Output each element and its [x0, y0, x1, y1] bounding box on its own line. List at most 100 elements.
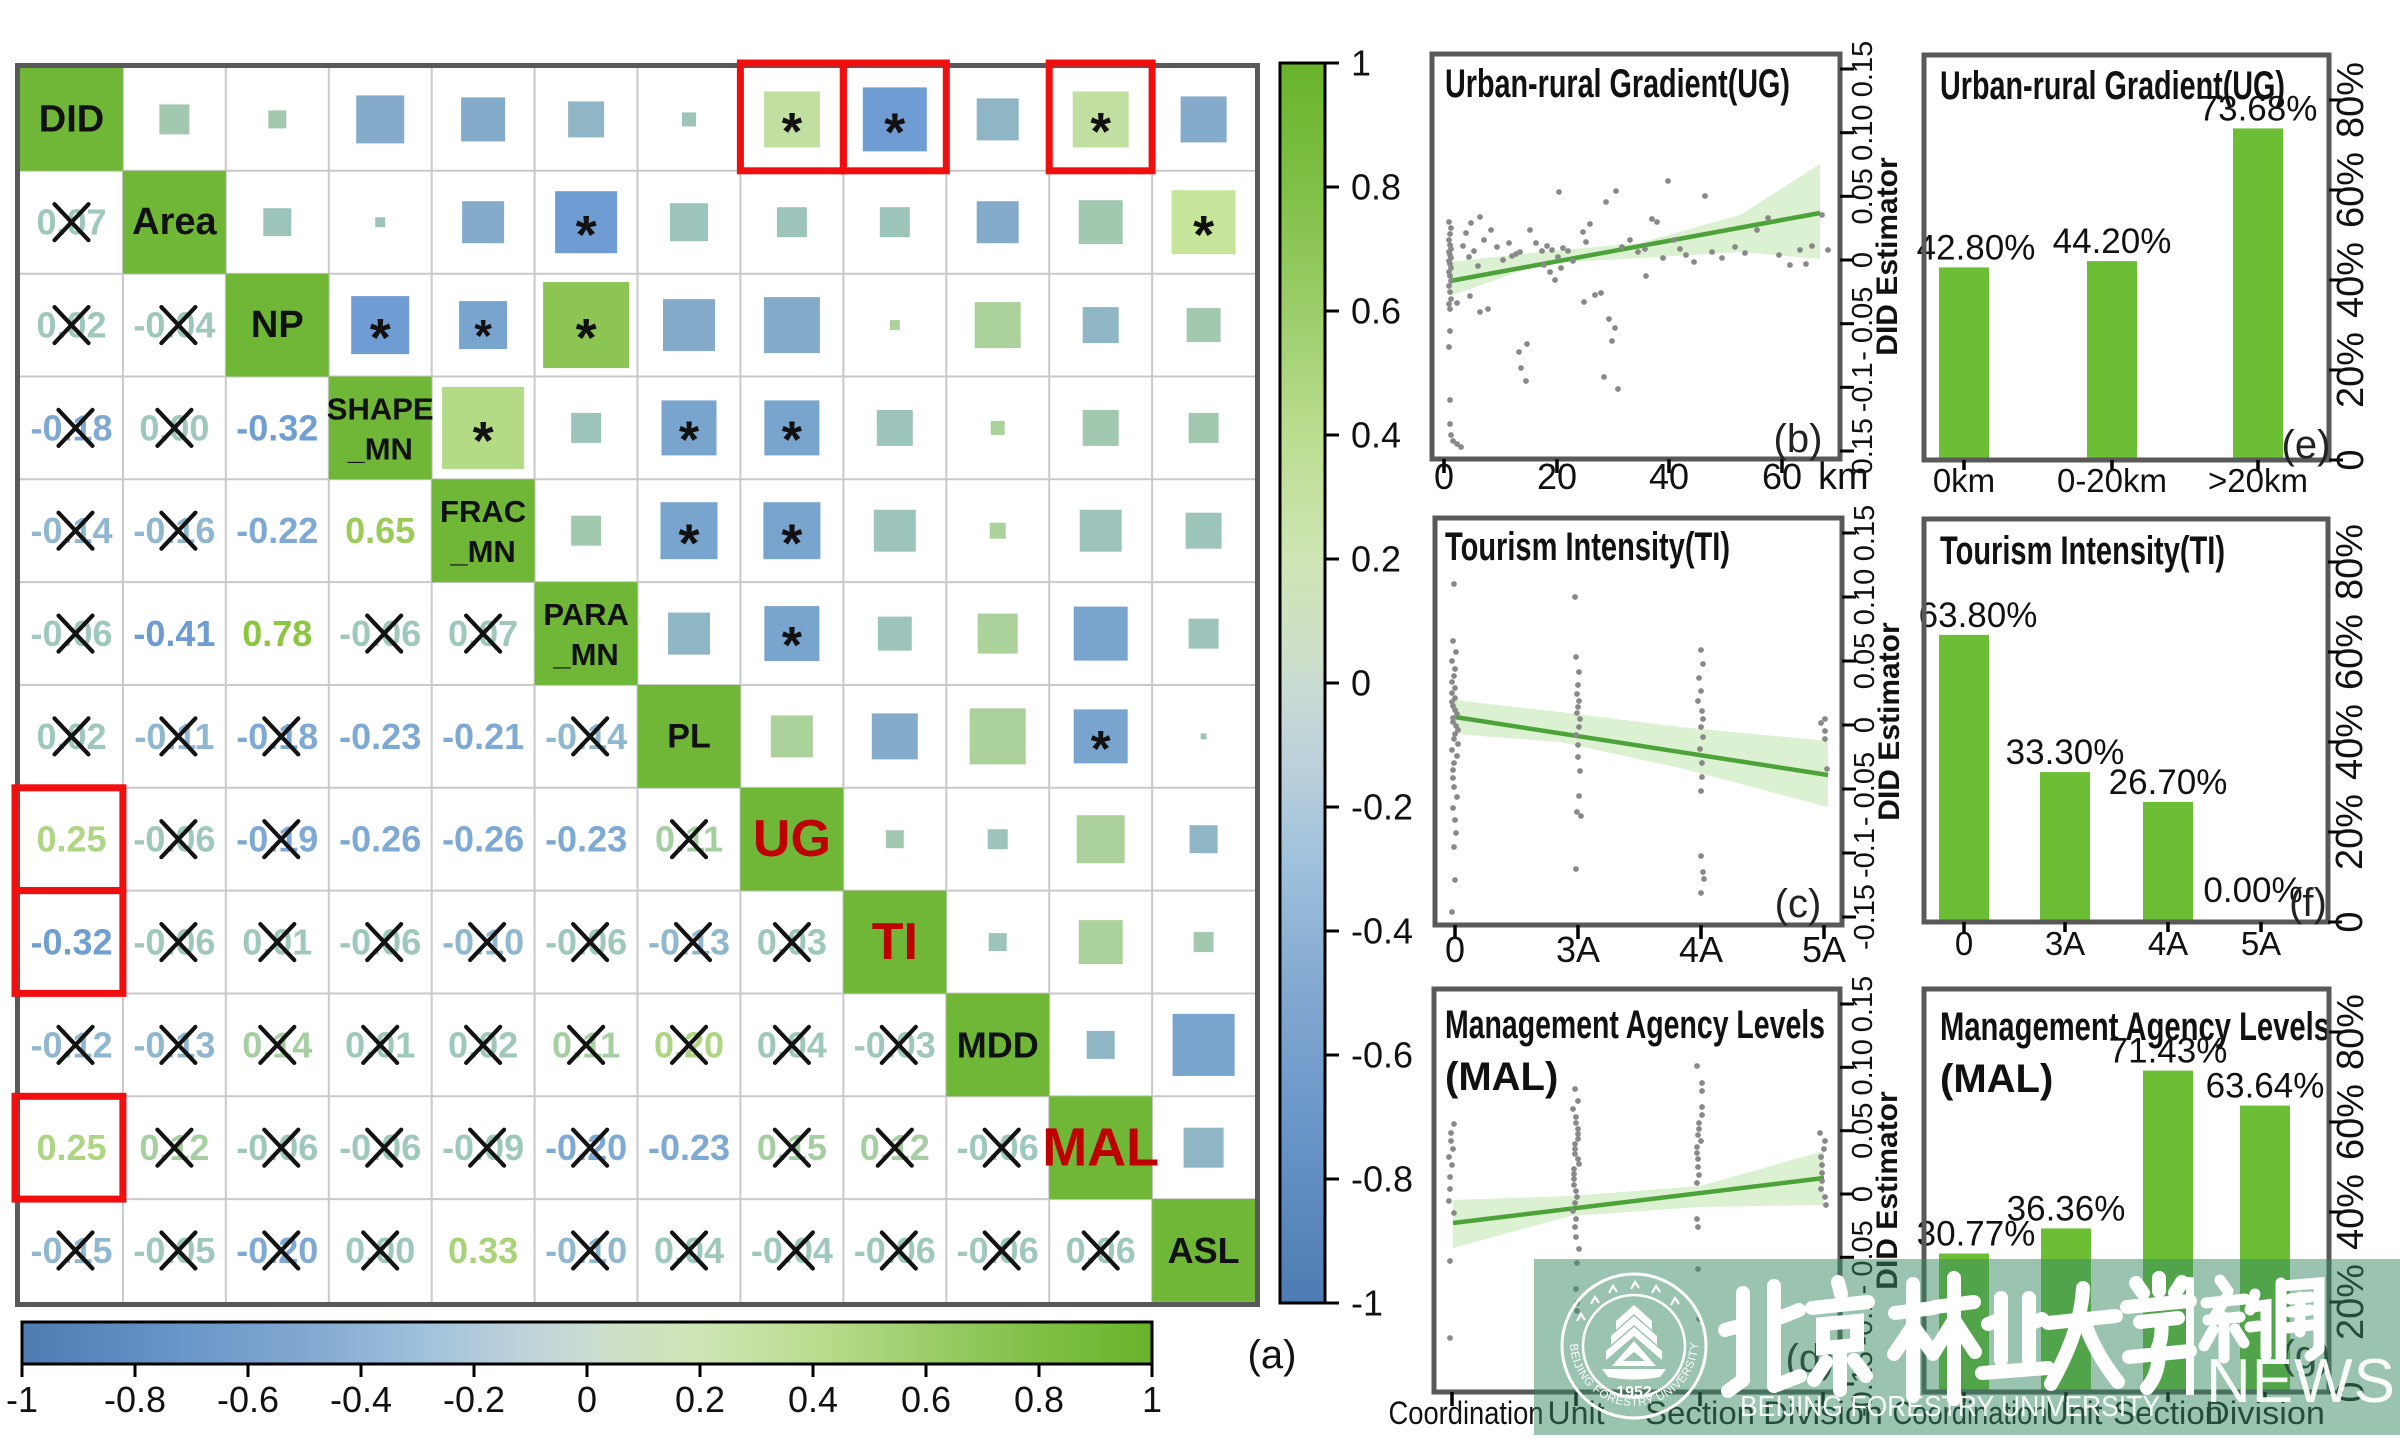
- svg-text:-0.1: -0.1: [1849, 828, 1881, 878]
- svg-text:-0.04: -0.04: [751, 1230, 833, 1271]
- svg-text:Urban-rural Gradient(UG): Urban-rural Gradient(UG): [1940, 64, 2285, 108]
- svg-text:*: *: [576, 205, 597, 265]
- svg-text:-0.06: -0.06: [957, 1127, 1039, 1168]
- svg-text:*: *: [782, 103, 803, 162]
- svg-text:-0.18: -0.18: [236, 716, 318, 757]
- svg-text:_MN: _MN: [449, 534, 515, 569]
- svg-text:Tourism Intensity(TI): Tourism Intensity(TI): [1940, 529, 2225, 573]
- svg-text:0: 0: [1445, 929, 1465, 970]
- svg-text:*: *: [576, 308, 597, 368]
- svg-text:0.10: 0.10: [1849, 569, 1881, 625]
- svg-text:0.33: 0.33: [448, 1230, 518, 1271]
- svg-text:-0.20: -0.20: [545, 1127, 627, 1168]
- svg-text:-0.26: -0.26: [442, 819, 524, 860]
- svg-text:-0.06: -0.06: [236, 1127, 318, 1168]
- svg-text:*: *: [1091, 720, 1111, 777]
- svg-text:0.8: 0.8: [1351, 167, 1401, 208]
- svg-text:0.65: 0.65: [345, 510, 415, 551]
- svg-text:0.25: 0.25: [36, 1127, 106, 1168]
- svg-text:*: *: [473, 411, 494, 471]
- svg-text:NP: NP: [251, 304, 304, 346]
- svg-text:*: *: [474, 310, 492, 361]
- svg-text:(b): (b): [1774, 417, 1823, 461]
- svg-text:*: *: [1090, 103, 1111, 162]
- svg-text:0.4: 0.4: [1351, 415, 1401, 456]
- svg-text:*: *: [781, 514, 802, 574]
- svg-text:*: *: [782, 617, 803, 675]
- svg-text:-0.03: -0.03: [854, 1024, 936, 1065]
- svg-text:(f): (f): [2289, 881, 2327, 925]
- svg-text:-0.14: -0.14: [30, 510, 112, 551]
- svg-text:-0.8: -0.8: [1351, 1159, 1413, 1200]
- svg-text:-0.06: -0.06: [854, 1230, 936, 1271]
- svg-text:-0.23: -0.23: [648, 1127, 730, 1168]
- svg-text:DID Estimator: DID Estimator: [1873, 622, 1906, 821]
- svg-text:0.15: 0.15: [1847, 976, 1879, 1032]
- svg-text:0.8: 0.8: [1014, 1379, 1064, 1420]
- svg-text:0.78: 0.78: [242, 613, 312, 654]
- svg-text:Urban-rural Gradient(UG): Urban-rural Gradient(UG): [1445, 62, 1790, 106]
- svg-text:0: 0: [1955, 925, 1973, 962]
- svg-text:-0.15: -0.15: [30, 1230, 112, 1271]
- svg-text:63.64%: 63.64%: [2206, 1067, 2325, 1106]
- svg-text:-0.18: -0.18: [30, 407, 112, 448]
- svg-text:-0.26: -0.26: [339, 819, 421, 860]
- svg-text:-0.06: -0.06: [339, 1127, 421, 1168]
- svg-text:- 0.05: - 0.05: [1847, 287, 1879, 361]
- svg-text:42.80%: 42.80%: [1917, 228, 2036, 267]
- svg-text:ASL: ASL: [1168, 1230, 1240, 1271]
- svg-text:-0.21: -0.21: [442, 716, 524, 757]
- svg-text:-0.23: -0.23: [545, 819, 627, 860]
- svg-text:0: 0: [2329, 911, 2371, 932]
- svg-text:20: 20: [1537, 456, 1577, 497]
- svg-text:80%: 80%: [2330, 62, 2372, 138]
- svg-text:0.15: 0.15: [1847, 41, 1879, 97]
- svg-text:20%: 20%: [2330, 332, 2372, 408]
- svg-text:-0.23: -0.23: [339, 716, 421, 757]
- svg-text:-0.06: -0.06: [133, 819, 215, 860]
- svg-text:-0.2: -0.2: [1351, 787, 1413, 828]
- svg-text:-0.04: -0.04: [133, 305, 215, 346]
- svg-text:DID Estimator: DID Estimator: [1871, 157, 1904, 356]
- svg-text:MDD: MDD: [957, 1024, 1039, 1065]
- svg-text:4A: 4A: [2148, 925, 2188, 962]
- svg-text:DID Estimator: DID Estimator: [1871, 1091, 1904, 1290]
- svg-text:0: 0: [1849, 717, 1881, 733]
- svg-text:Tourism Intensity(TI): Tourism Intensity(TI): [1445, 525, 1730, 569]
- svg-text:60%: 60%: [2329, 614, 2371, 690]
- svg-text:UG: UG: [753, 810, 831, 868]
- svg-text:-0.4: -0.4: [330, 1379, 392, 1420]
- svg-text:SHAPE: SHAPE: [327, 391, 434, 426]
- svg-text:60%: 60%: [2330, 1084, 2372, 1160]
- svg-text:36.36%: 36.36%: [2007, 1189, 2126, 1228]
- svg-text:(c): (c): [1775, 882, 1822, 926]
- svg-text:-0.4: -0.4: [1351, 911, 1413, 952]
- svg-text:33.30%: 33.30%: [2006, 733, 2125, 772]
- svg-text:63.80%: 63.80%: [1919, 596, 2038, 635]
- svg-text:-1: -1: [6, 1379, 38, 1420]
- svg-text:-0.05: -0.05: [133, 1230, 215, 1271]
- svg-text:60: 60: [1762, 456, 1802, 497]
- svg-text:-0.8: -0.8: [104, 1379, 166, 1420]
- svg-text:*: *: [678, 514, 699, 574]
- svg-text:-0.12: -0.12: [30, 1024, 112, 1065]
- svg-text:-0.13: -0.13: [648, 922, 730, 963]
- svg-text:0.05: 0.05: [1849, 633, 1881, 689]
- svg-text:-0.06: -0.06: [339, 922, 421, 963]
- svg-text:PARA: PARA: [543, 597, 629, 632]
- svg-text:0.00%: 0.00%: [2203, 871, 2302, 910]
- svg-text:NEWS: NEWS: [2206, 1347, 2396, 1416]
- svg-text:-0.19: -0.19: [236, 819, 318, 860]
- svg-text:-0.15: -0.15: [1849, 884, 1881, 950]
- svg-text:DID: DID: [39, 98, 104, 140]
- svg-text:0.10: 0.10: [1847, 104, 1879, 160]
- svg-text:0.6: 0.6: [1351, 291, 1401, 332]
- svg-text:PL: PL: [667, 717, 710, 755]
- svg-text:-0.15: -0.15: [1847, 418, 1879, 484]
- svg-text:BEIJING FORESTRY UNIVERSITY: BEIJING FORESTRY UNIVERSITY: [1740, 1391, 2160, 1423]
- svg-text:>20km: >20km: [2208, 462, 2308, 499]
- svg-text:80%: 80%: [2330, 994, 2372, 1070]
- svg-text:71.43%: 71.43%: [2109, 1032, 2228, 1071]
- svg-text:km: km: [1818, 456, 1869, 498]
- svg-text:-0.11: -0.11: [134, 716, 214, 757]
